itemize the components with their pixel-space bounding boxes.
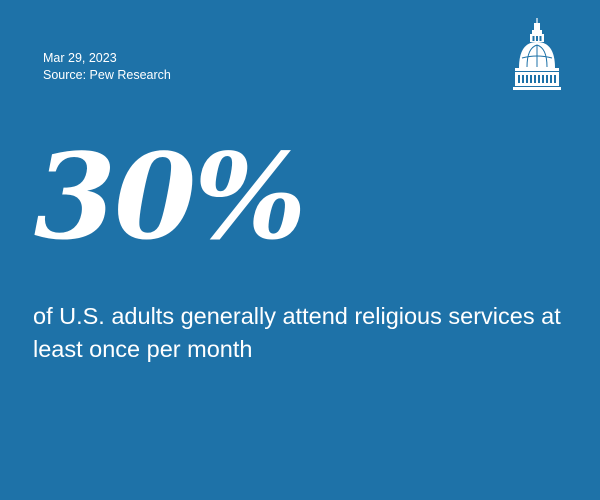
source-line: Source: Pew Research <box>43 68 171 82</box>
post-date: Mar 29, 2023 <box>43 51 117 65</box>
statistic-description: of U.S. adults generally attend religiou… <box>33 303 561 362</box>
headline-statistic: 30% <box>34 127 306 266</box>
meta-block: Mar 29, 2023 Source: Pew Research <box>43 50 171 84</box>
capitol-dome-icon <box>512 18 562 92</box>
